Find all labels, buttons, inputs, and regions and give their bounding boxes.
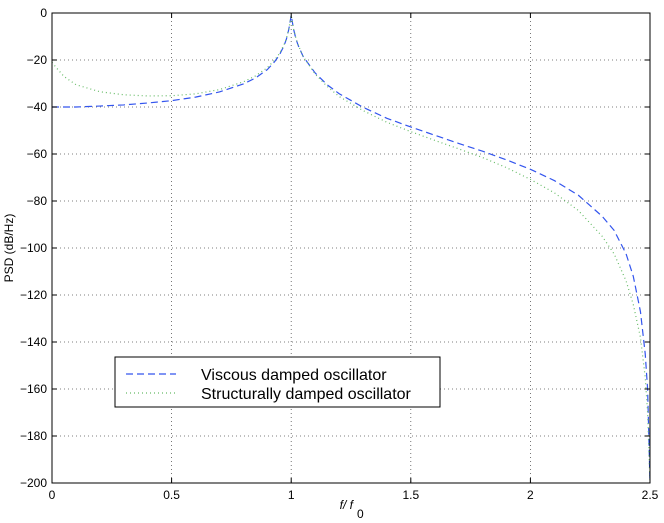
x-tick-label: 2.5 bbox=[642, 488, 659, 502]
series-line-viscous bbox=[52, 14, 651, 484]
y-tick-label: −160 bbox=[20, 382, 47, 396]
x-tick-label: 1 bbox=[288, 488, 295, 502]
legend-box bbox=[114, 356, 441, 408]
y-tick-label: −200 bbox=[20, 476, 47, 490]
y-tick-label: −180 bbox=[20, 429, 47, 443]
y-tick-label: −140 bbox=[20, 335, 47, 349]
series-lines bbox=[51, 14, 651, 484]
y-tick-label: −40 bbox=[27, 100, 48, 114]
y-tick-label: −80 bbox=[27, 194, 48, 208]
x-tick-label: 0.5 bbox=[163, 488, 180, 502]
y-tick-label: −60 bbox=[27, 147, 48, 161]
grid-lines bbox=[52, 13, 650, 483]
legend-label-viscous: Viscous damped oscillator bbox=[201, 367, 387, 384]
y-tick-label: 0 bbox=[40, 6, 47, 20]
x-tick-label: 1.5 bbox=[402, 488, 419, 502]
y-tick-labels: 0 −20 −40 −60 −80 −100 −120 −140 −160 −180 −200 bbox=[20, 6, 47, 490]
y-tick-label: −20 bbox=[27, 53, 48, 67]
x-axis-label-subscript: 0 bbox=[357, 507, 364, 521]
x-tick-labels: 0 0.5 1 1.5 2 2.5 bbox=[49, 488, 659, 502]
x-tick-label: 0 bbox=[49, 488, 56, 502]
legend: Viscous damped oscillator Structurally d… bbox=[114, 356, 441, 408]
y-tick-label: −100 bbox=[20, 241, 47, 255]
legend-label-structural: Structurally damped oscillator bbox=[201, 386, 412, 403]
x-tick-label: 2 bbox=[527, 488, 534, 502]
series-line-structural bbox=[51, 14, 651, 484]
y-tick-label: −120 bbox=[20, 288, 47, 302]
y-axis-label: PSD (dB/Hz) bbox=[2, 214, 16, 283]
axis-ticks bbox=[51, 12, 651, 484]
x-axis-label: f/ f bbox=[340, 498, 355, 512]
